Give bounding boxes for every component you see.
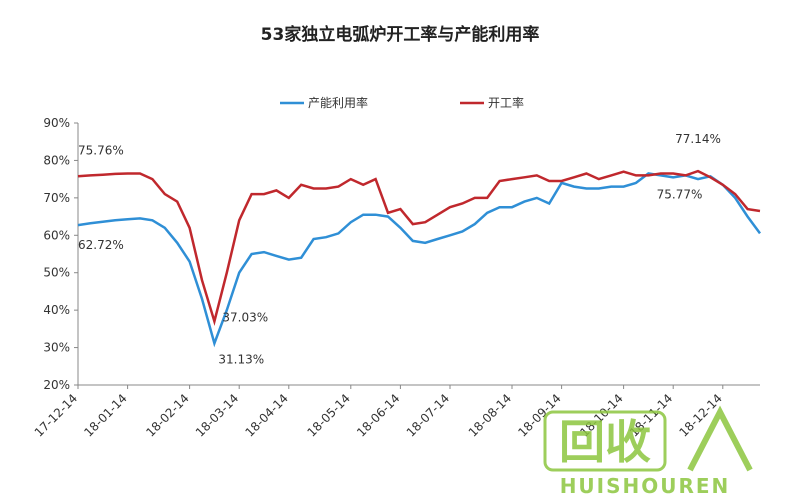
y-tick-label: 20% xyxy=(43,378,70,392)
y-tick-label: 80% xyxy=(43,153,70,167)
series-line xyxy=(77,169,761,326)
legend-label: 开工率 xyxy=(488,95,524,110)
legend-label: 产能利用率 xyxy=(308,95,368,110)
y-tick-label: 70% xyxy=(43,191,70,205)
x-tick-label: 17-12-14 xyxy=(32,391,80,439)
data-label: 75.77% xyxy=(657,187,703,201)
data-label: 31.13% xyxy=(218,352,264,366)
x-tick-label: 18-09-14 xyxy=(515,391,563,439)
y-tick-label: 50% xyxy=(43,266,70,280)
data-label: 37.03% xyxy=(222,310,268,324)
x-tick-label: 18-02-14 xyxy=(143,391,191,439)
watermark-brand: HUISHOUREN xyxy=(560,474,731,498)
x-tick-label: 18-03-14 xyxy=(193,391,241,439)
y-tick-label: 30% xyxy=(43,341,70,355)
x-tick-label: 18-01-14 xyxy=(81,391,129,439)
x-tick-label: 18-07-14 xyxy=(404,391,452,439)
watermark-mark: 回收 xyxy=(559,415,651,469)
y-tick-label: 60% xyxy=(43,228,70,242)
x-tick-label: 18-04-14 xyxy=(243,391,291,439)
y-tick-label: 90% xyxy=(43,116,70,130)
x-tick-label: 18-08-14 xyxy=(466,391,514,439)
data-label: 75.76% xyxy=(78,143,124,157)
chart-title: 53家独立电弧炉开工率与产能利用率 xyxy=(261,24,540,45)
watermark: 回收 HUISHOUREN xyxy=(543,405,753,498)
x-tick-label: 18-05-14 xyxy=(305,391,353,439)
x-tick-label: 18-06-14 xyxy=(354,391,402,439)
watermark-logo xyxy=(687,405,753,472)
y-tick-label: 40% xyxy=(43,303,70,317)
watermark-box xyxy=(543,410,667,472)
data-label: 77.14% xyxy=(675,132,721,146)
data-label: 62.72% xyxy=(78,238,124,252)
